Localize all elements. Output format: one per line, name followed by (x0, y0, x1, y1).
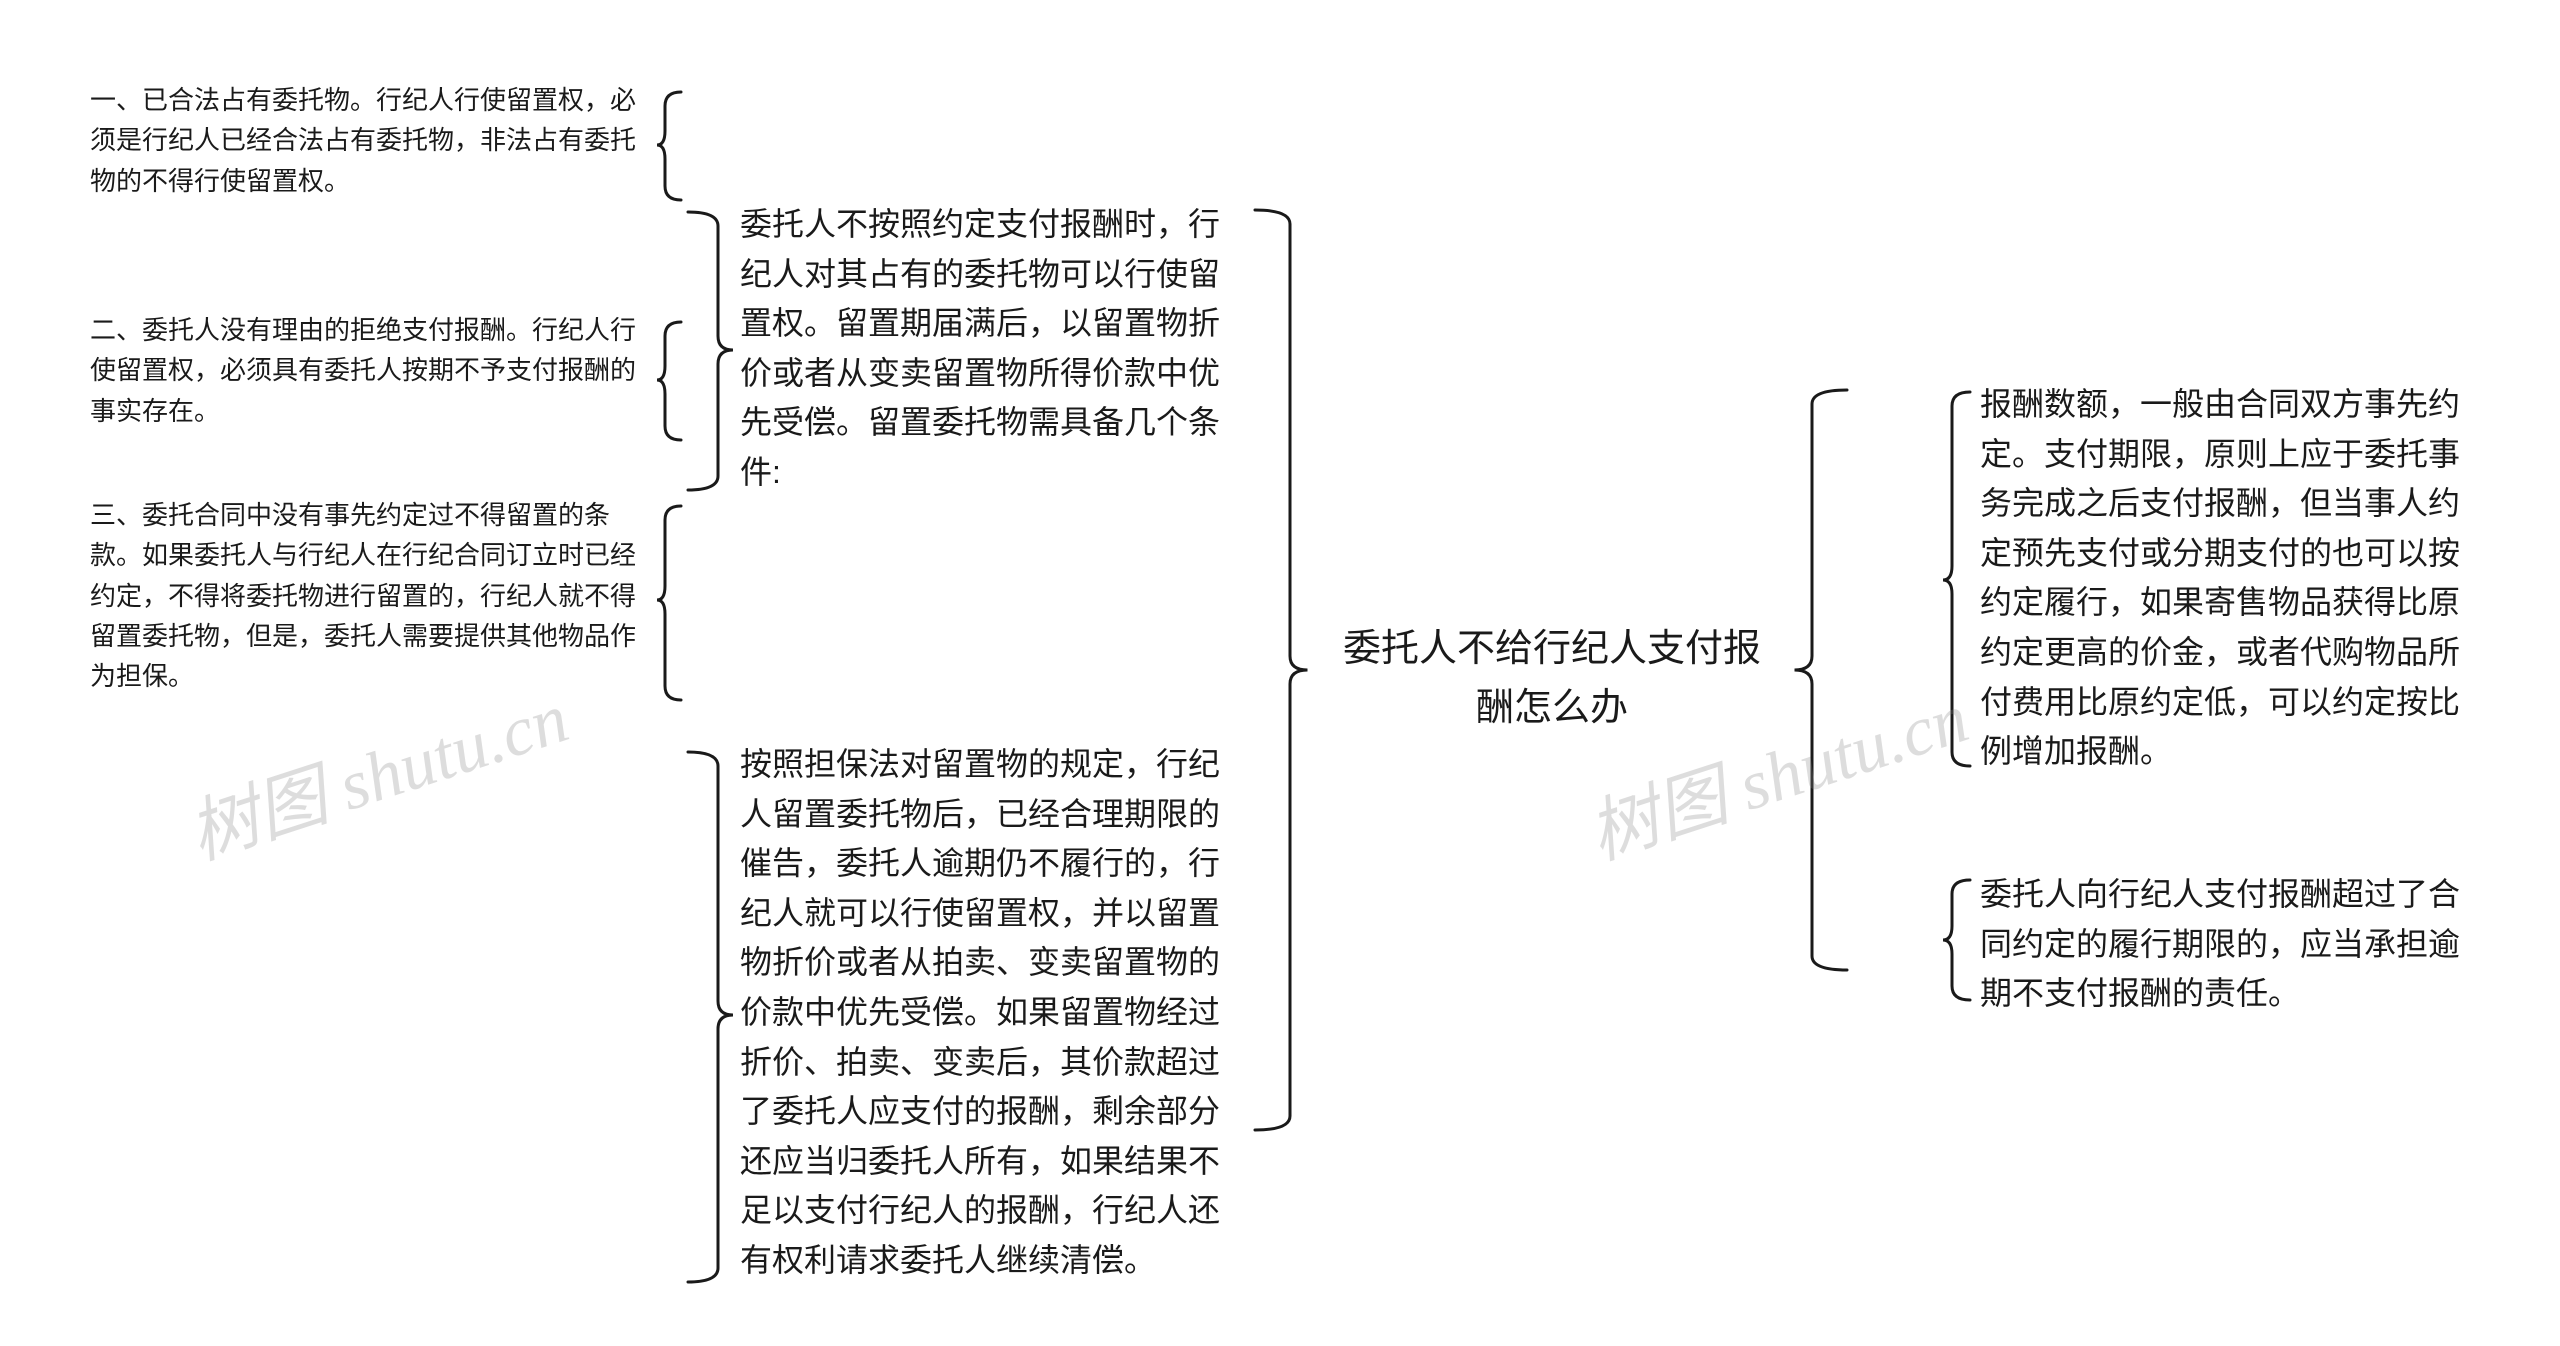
bracket-6 (657, 92, 681, 200)
right-branch-0: 报酬数额，一般由合同双方事先约定。支付期限，原则上应于委托事务完成之后支付报酬，… (1980, 380, 2480, 777)
bracket-7 (657, 322, 681, 440)
right-branch-1: 委托人向行纪人支付报酬超过了合同约定的履行期限的，应当承担逾期不支付报酬的责任。 (1980, 870, 2480, 1019)
left-branch-1: 按照担保法对留置物的规定，行纪人留置委托物后，已经合理期限的催告，委托人逾期仍不… (740, 740, 1250, 1286)
bracket-5 (688, 752, 733, 1282)
bracket-0 (1255, 210, 1308, 1130)
root-node: 委托人不给行纪人支付报 酬怎么办 (1312, 620, 1792, 738)
bracket-8 (657, 506, 681, 700)
left-branch-0: 委托人不按照约定支付报酬时，行纪人对其占有的委托物可以行使留置权。留置期届满后，… (740, 200, 1250, 498)
bracket-1 (1795, 390, 1848, 970)
bracket-2 (1943, 392, 1970, 766)
left-branch-0-child-1: 二、委托人没有理由的拒绝支付报酬。行纪人行使留置权，必须具有委托人按期不予支付报… (90, 310, 650, 431)
bracket-4 (688, 212, 733, 490)
left-branch-0-child-2: 三、委托合同中没有事先约定过不得留置的条款。如果委托人与行纪人在行纪合同订立时已… (90, 495, 650, 696)
left-branch-0-child-0: 一、已合法占有委托物。行纪人行使留置权，必须是行纪人已经合法占有委托物，非法占有… (90, 80, 650, 201)
bracket-3 (1943, 880, 1970, 1000)
